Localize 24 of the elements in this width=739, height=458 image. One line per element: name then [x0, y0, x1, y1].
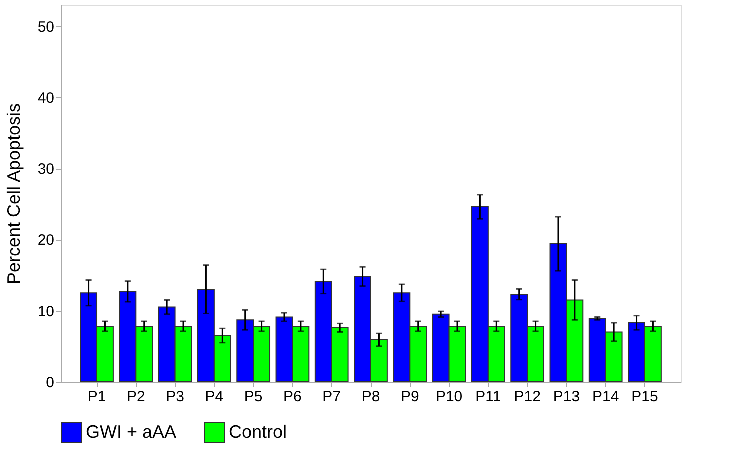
y-tick-label: 30: [38, 161, 54, 178]
x-tick-label: P5: [244, 388, 263, 406]
y-axis-title: Percent Cell Apoptosis: [4, 103, 24, 285]
legend-label: GWI + aAA: [86, 422, 177, 442]
y-tick-label: 50: [38, 18, 54, 36]
y-tick-label: 40: [38, 90, 54, 107]
x-tick-label: P2: [126, 388, 146, 406]
x-tick-label: P3: [166, 388, 184, 406]
x-tick-label: P9: [400, 388, 420, 406]
x-tick-label: P8: [362, 388, 380, 406]
legend-label: Control: [229, 422, 288, 442]
x-tick-label: P1: [88, 388, 106, 406]
x-tick-label: P6: [284, 388, 302, 406]
x-tick-label: P4: [205, 388, 224, 406]
y-tick-label: 0: [46, 374, 54, 392]
x-tick-label: P12: [514, 388, 541, 406]
x-tick-label: P10: [436, 388, 463, 406]
x-tick-label: P7: [322, 388, 342, 406]
x-tick-label: P14: [592, 388, 620, 406]
x-tick-label: P15: [632, 388, 658, 406]
y-tick-label: 20: [38, 232, 54, 250]
x-tick-label: P13: [553, 388, 580, 406]
y-tick-label: 10: [38, 303, 54, 320]
x-tick-label: P11: [476, 388, 502, 406]
